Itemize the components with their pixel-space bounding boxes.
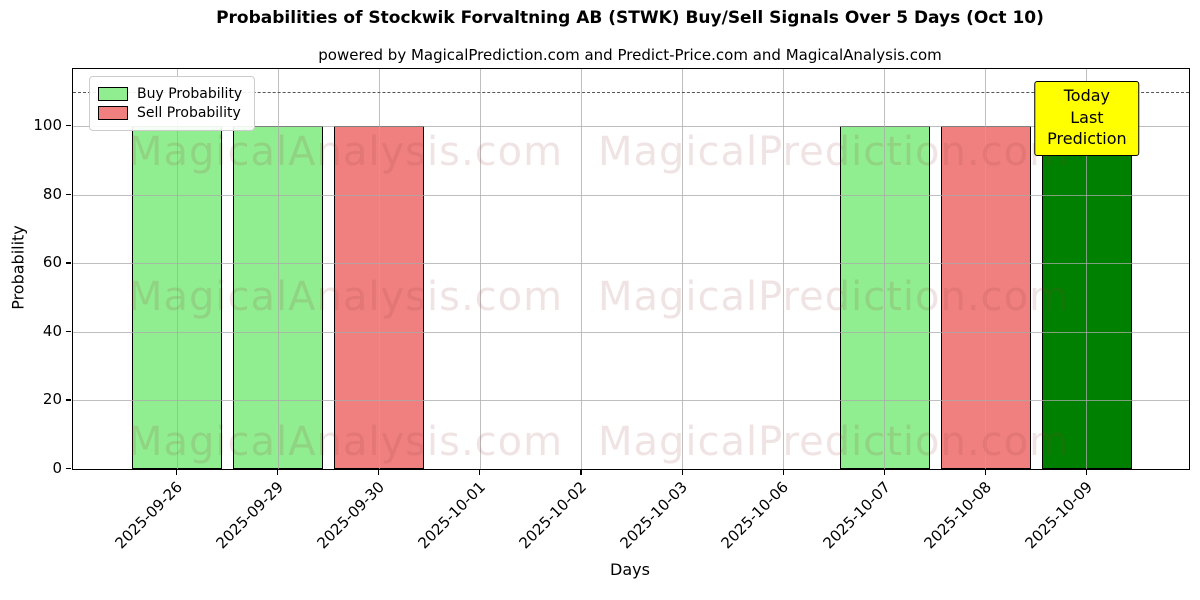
- chart-subtitle: powered by MagicalPrediction.com and Pre…: [318, 46, 942, 64]
- x-tick-mark-2025-09-29: [277, 470, 279, 475]
- y-tick-label-80: 80: [42, 184, 62, 203]
- v-gridline-2025-09-29: [277, 69, 279, 469]
- x-tick-label-2025-10-07: 2025-10-07: [819, 478, 894, 553]
- dashed-guide-line: [73, 91, 1189, 93]
- x-tick-label-2025-10-09: 2025-10-09: [1021, 478, 1096, 553]
- x-tick-mark-2025-10-02: [580, 470, 582, 475]
- y-tick-label-60: 60: [42, 253, 62, 272]
- buy-probability-swatch: [98, 87, 128, 101]
- v-gridline-2025-10-01: [479, 69, 481, 469]
- watermark-analysis-row2: MagicalAnalysis.com: [128, 274, 564, 320]
- y-tick-mark-60: [66, 262, 71, 264]
- y-tick-label-100: 100: [33, 116, 62, 135]
- x-tick-label-2025-09-29: 2025-09-29: [212, 478, 287, 553]
- y-tick-mark-40: [66, 330, 71, 333]
- v-gridline-2025-10-09: [1086, 69, 1088, 469]
- y-tick-label-0: 0: [52, 459, 62, 477]
- v-gridline-2025-09-30: [378, 69, 380, 469]
- annotation-line-today: Today: [1063, 86, 1111, 105]
- watermark-prediction-row3: MagicalPrediction.com: [598, 419, 1069, 465]
- x-tick-mark-2025-09-26: [176, 470, 178, 475]
- annotation-line-last-prediction: Last Prediction: [1047, 107, 1127, 149]
- watermark-analysis-row3: MagicalAnalysis.com: [128, 419, 564, 465]
- x-axis-label: Days: [610, 560, 650, 579]
- chart-title: Probabilities of Stockwik Forvaltning AB…: [216, 8, 1044, 28]
- v-gridline-2025-10-07: [884, 69, 886, 469]
- watermark-analysis-row1: MagicalAnalysis.com: [128, 129, 564, 175]
- x-tick-mark-2025-10-08: [984, 470, 986, 475]
- v-gridline-2025-09-26: [176, 69, 178, 469]
- x-tick-label-2025-09-26: 2025-09-26: [111, 478, 186, 553]
- y-tick-label-20: 20: [42, 390, 62, 409]
- y-tick-label-40: 40: [42, 321, 62, 340]
- x-tick-mark-2025-10-06: [782, 470, 784, 475]
- h-gridline-60: [73, 263, 1189, 265]
- legend-label-buy: Buy Probability: [137, 86, 243, 102]
- legend-item-sell: Sell Probability: [98, 105, 242, 121]
- x-tick-mark-2025-10-09: [1085, 470, 1088, 475]
- x-tick-label-2025-09-30: 2025-09-30: [313, 478, 388, 553]
- x-tick-mark-2025-09-30: [378, 470, 380, 475]
- x-tick-mark-2025-10-01: [479, 470, 481, 475]
- y-tick-mark-80: [66, 193, 71, 195]
- h-gridline-40: [73, 331, 1189, 333]
- today-last-prediction-annotation: Today Last Prediction: [1034, 81, 1140, 156]
- y-tick-mark-20: [66, 399, 71, 401]
- x-tick-mark-2025-10-07: [883, 470, 885, 475]
- x-tick-label-2025-10-01: 2025-10-01: [414, 478, 490, 553]
- x-tick-label-2025-10-02: 2025-10-02: [515, 478, 591, 553]
- y-tick-mark-0: [66, 468, 71, 470]
- plot-area: Buy Probability Sell Probability Today L…: [72, 68, 1190, 470]
- h-gridline-20: [73, 400, 1189, 402]
- x-tick-label-2025-10-06: 2025-10-06: [717, 478, 793, 553]
- h-gridline-100: [73, 126, 1189, 128]
- legend-item-buy: Buy Probability: [98, 86, 242, 102]
- h-gridline-80: [73, 194, 1189, 196]
- x-tick-label-2025-10-03: 2025-10-03: [616, 478, 692, 553]
- legend: Buy Probability Sell Probability: [89, 76, 256, 131]
- x-tick-mark-2025-10-03: [681, 470, 683, 475]
- sell-probability-swatch: [98, 106, 128, 120]
- v-gridline-2025-10-06: [783, 69, 785, 469]
- watermark-prediction-row1: MagicalPrediction.com: [598, 129, 1069, 175]
- watermark-prediction-row2: MagicalPrediction.com: [598, 274, 1069, 320]
- v-gridline-2025-10-08: [985, 69, 987, 469]
- x-tick-label-2025-10-08: 2025-10-08: [920, 478, 995, 553]
- v-gridline-2025-10-02: [580, 69, 582, 469]
- y-tick-mark-100: [66, 125, 71, 127]
- legend-label-sell: Sell Probability: [137, 105, 241, 121]
- v-gridline-2025-10-03: [682, 69, 683, 469]
